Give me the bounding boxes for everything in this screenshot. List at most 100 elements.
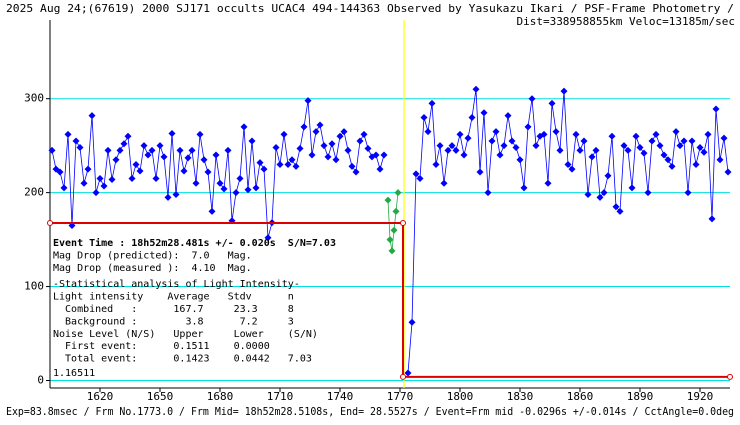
data-point (48, 146, 56, 154)
data-point (672, 128, 680, 136)
data-point (680, 137, 688, 145)
data-point (148, 146, 156, 154)
data-point (508, 137, 516, 145)
x-tick-label: 1650 (147, 390, 174, 403)
data-point (112, 156, 120, 164)
data-point (212, 151, 220, 159)
data-point (386, 236, 394, 244)
data-point (404, 369, 412, 377)
x-tick-label: 1680 (207, 390, 234, 403)
series-line (50, 221, 730, 378)
data-point (240, 123, 248, 131)
data-point (520, 184, 528, 192)
data-point (340, 128, 348, 136)
data-point (492, 128, 500, 136)
data-point (64, 130, 72, 138)
data-point (236, 175, 244, 183)
data-point (460, 151, 468, 159)
data-point (620, 142, 628, 150)
annotation: -Statistical analysis of Light Intensity… (53, 279, 300, 290)
data-point (540, 130, 548, 138)
footer: Exp=83.8msec / Frm No.1773.0 / Frm Mid= … (6, 405, 734, 418)
data-point (612, 203, 620, 211)
data-point (380, 151, 388, 159)
data-point (344, 146, 352, 154)
model-point (727, 373, 733, 380)
data-point (548, 99, 556, 107)
data-point (336, 132, 344, 140)
data-point (648, 137, 656, 145)
data-point (248, 137, 256, 145)
data-point (272, 144, 280, 152)
data-point (652, 130, 660, 138)
data-point (572, 130, 580, 138)
data-point (700, 148, 708, 156)
data-point (600, 189, 608, 197)
data-point (120, 140, 128, 148)
annotation: Noise Level (N/S) Upper Lower (S/N) (53, 329, 318, 340)
data-point (528, 95, 536, 103)
x-tick-label: 1770 (387, 390, 414, 403)
data-point (684, 189, 692, 197)
data-point (124, 132, 132, 140)
data-point (644, 189, 652, 197)
data-point (296, 144, 304, 152)
y-tick-label: 100 (24, 280, 44, 293)
data-point (616, 207, 624, 215)
data-point (392, 207, 400, 215)
data-point (412, 170, 420, 178)
data-point (720, 134, 728, 142)
annotation: 1.16511 (53, 368, 95, 379)
data-point (660, 151, 668, 159)
data-point (504, 112, 512, 120)
data-point (244, 186, 252, 194)
data-point (524, 123, 532, 131)
data-point (220, 185, 228, 193)
data-point (204, 168, 212, 176)
data-point (488, 137, 496, 145)
data-point (180, 167, 188, 175)
data-point (608, 132, 616, 140)
data-point (280, 130, 288, 138)
data-point (104, 146, 112, 154)
data-point (564, 160, 572, 168)
model-point (47, 219, 53, 226)
data-point (584, 191, 592, 199)
annotation: Light intensity Average Stdv n (53, 292, 294, 303)
model-point (400, 219, 406, 226)
x-tick-label: 1920 (687, 390, 714, 403)
data-point (384, 196, 392, 204)
data-point (156, 142, 164, 150)
data-point (92, 189, 100, 197)
data-point (232, 189, 240, 197)
model-point (400, 373, 406, 380)
data-point (312, 128, 320, 136)
data-point (308, 151, 316, 159)
data-point (160, 153, 168, 161)
data-point (576, 146, 584, 154)
data-point (724, 168, 732, 176)
data-point (496, 151, 504, 159)
data-point (372, 151, 380, 159)
data-point (716, 156, 724, 164)
data-point (640, 149, 648, 157)
data-point (188, 146, 196, 154)
x-tick-label: 1860 (567, 390, 594, 403)
data-point (136, 167, 144, 175)
data-point (448, 142, 456, 150)
data-point (632, 132, 640, 140)
data-point (692, 160, 700, 168)
data-point (516, 156, 524, 164)
data-point (394, 189, 402, 197)
data-point (96, 175, 104, 183)
data-point (332, 156, 340, 164)
data-point (176, 146, 184, 154)
data-point (128, 175, 136, 183)
data-point (432, 160, 440, 168)
data-point (76, 144, 84, 152)
data-point (688, 137, 696, 145)
data-point (352, 168, 360, 176)
data-point (556, 146, 564, 154)
annotation: Event Time : 18h52m28.481s +/- 0.020s S/… (53, 237, 336, 249)
